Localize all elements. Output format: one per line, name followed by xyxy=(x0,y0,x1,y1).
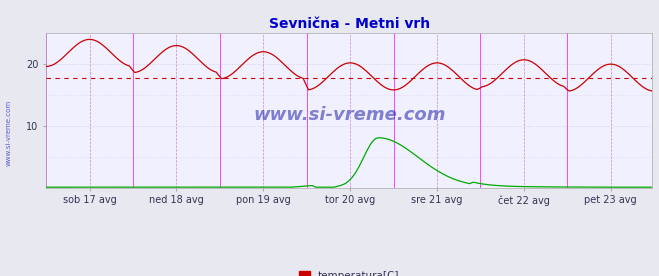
Text: www.si-vreme.com: www.si-vreme.com xyxy=(253,106,445,124)
Text: www.si-vreme.com: www.si-vreme.com xyxy=(5,99,11,166)
Legend: temperatura[C], pretok[m3/s]: temperatura[C], pretok[m3/s] xyxy=(299,271,399,276)
Title: Sevnična - Metni vrh: Sevnična - Metni vrh xyxy=(269,17,430,31)
